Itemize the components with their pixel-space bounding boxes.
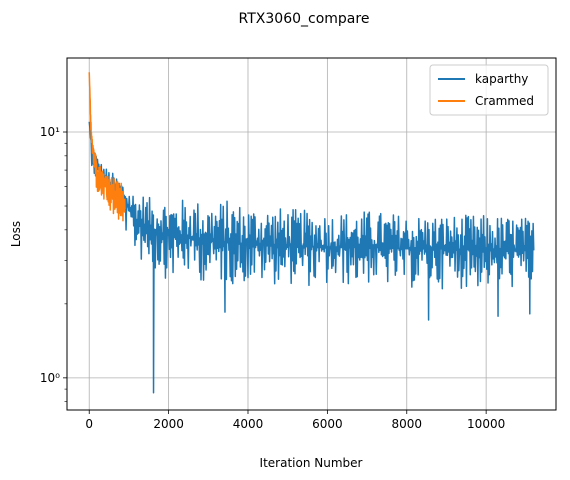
- legend-label-kaparthy: kaparthy: [475, 72, 528, 86]
- legend: kaparthy Crammed: [429, 64, 549, 116]
- legend-box: [429, 64, 549, 116]
- plot-area: [88, 72, 535, 394]
- legend-label-crammed: Crammed: [475, 94, 534, 108]
- x-tick-label: 10000: [467, 417, 505, 431]
- y-tick-label: 10¹: [40, 125, 60, 139]
- chart-title: RTX3060_compare: [239, 11, 370, 27]
- y-tick-label: 10⁰: [40, 371, 60, 385]
- series-line-crammed: [88, 72, 126, 222]
- plot-frame: [66, 57, 557, 411]
- series-line-kaparthy: [88, 121, 535, 394]
- y-axis: 10⁰ 10¹: [40, 125, 67, 402]
- x-axis-label: Iteration Number: [260, 456, 363, 470]
- y-axis-label: Loss: [9, 221, 23, 247]
- x-tick-label: 4000: [233, 417, 264, 431]
- x-tick-label: 8000: [391, 417, 422, 431]
- x-tick-label: 0: [85, 417, 93, 431]
- x-tick-label: 2000: [153, 417, 184, 431]
- x-axis: 0 2000 4000 6000 8000 10000: [85, 410, 505, 431]
- x-tick-label: 6000: [312, 417, 343, 431]
